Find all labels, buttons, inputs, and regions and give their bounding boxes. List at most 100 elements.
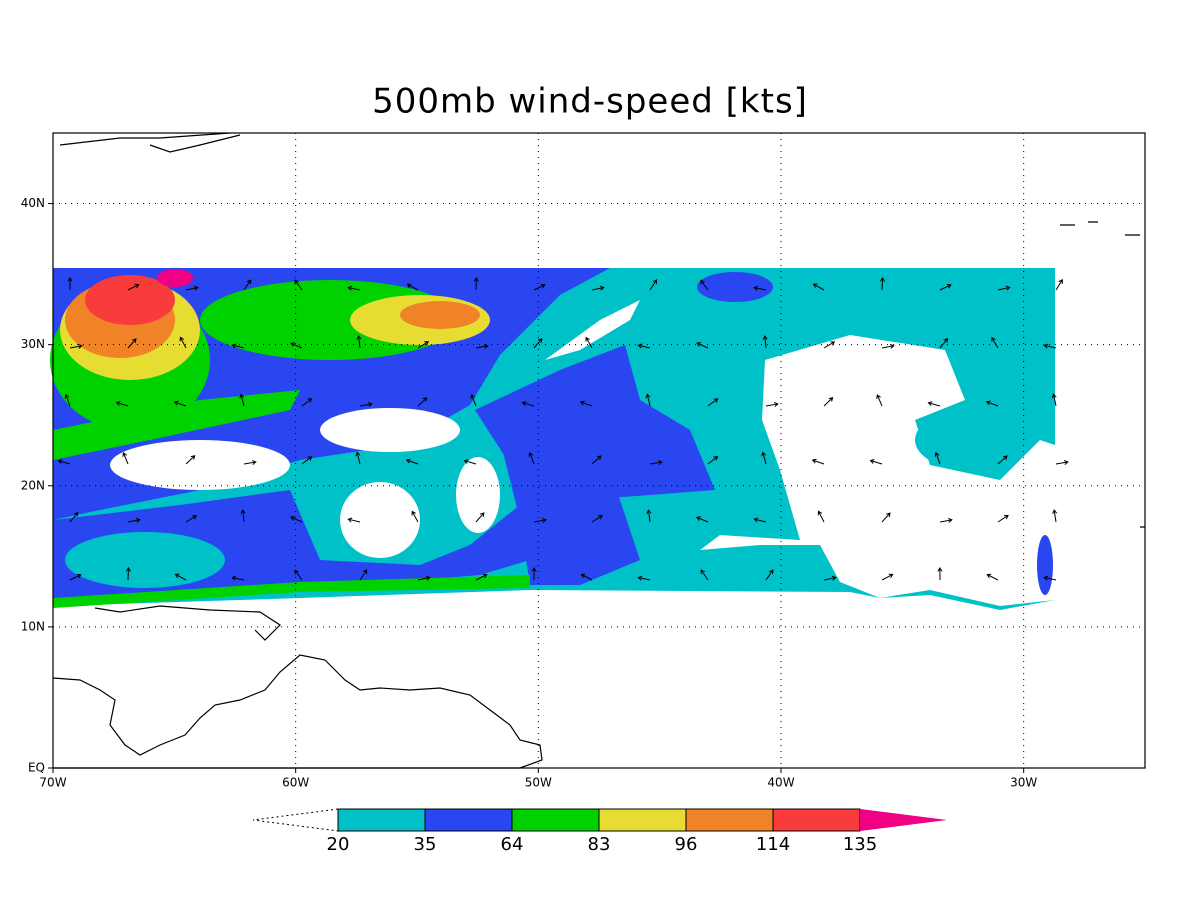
wind-arrow bbox=[934, 451, 941, 465]
wind-arrow bbox=[417, 397, 428, 407]
y-tick-label: EQ bbox=[28, 761, 45, 775]
wind-arrow bbox=[347, 285, 361, 291]
wind-arrow bbox=[991, 336, 999, 349]
wind-arrow bbox=[591, 515, 604, 523]
calm-region bbox=[700, 335, 1055, 606]
x-tick-label: 70W bbox=[39, 776, 66, 790]
colorbar-box bbox=[337, 808, 426, 832]
wind-arrow bbox=[986, 573, 999, 581]
wind-arrow bbox=[817, 510, 825, 523]
colorbar-box bbox=[511, 808, 600, 832]
y-tick-label: 30N bbox=[21, 337, 45, 351]
x-tick-label: 50W bbox=[525, 776, 552, 790]
wind-arrow bbox=[939, 283, 952, 291]
colorbar-label: 96 bbox=[675, 834, 698, 855]
wind-arrow bbox=[649, 279, 658, 291]
wind-arrow bbox=[997, 514, 1009, 523]
wind-arrow bbox=[696, 342, 709, 349]
wind-arrow bbox=[937, 567, 943, 581]
calm-region bbox=[545, 300, 640, 360]
wind-arrow bbox=[823, 575, 837, 581]
wind-arrow bbox=[869, 459, 883, 465]
coastline bbox=[94, 221, 1145, 641]
wind-arrow bbox=[1043, 343, 1057, 349]
wind-arrow bbox=[585, 336, 593, 349]
wind-arrow bbox=[765, 402, 779, 407]
wind-arrow bbox=[997, 285, 1011, 291]
wind-arrow bbox=[301, 398, 313, 407]
wind-arrow bbox=[881, 573, 894, 581]
colorbar-box bbox=[424, 808, 513, 832]
coastlines bbox=[52, 132, 1145, 769]
colorbar-label: 135 bbox=[843, 834, 877, 855]
wind-arrow bbox=[127, 283, 140, 291]
field-region bbox=[85, 275, 175, 325]
wind-arrow bbox=[707, 398, 719, 407]
y-tick-label: 40N bbox=[21, 196, 45, 210]
field-region bbox=[697, 272, 773, 302]
wind-arrow bbox=[67, 277, 73, 291]
wind-arrow bbox=[649, 460, 663, 465]
wind-arrow bbox=[475, 512, 485, 523]
calm-region bbox=[340, 482, 420, 558]
calm-region bbox=[320, 408, 460, 452]
wind-arrow bbox=[696, 516, 709, 523]
wind-arrow bbox=[179, 336, 187, 349]
x-tick-label: 40W bbox=[767, 776, 794, 790]
wind-arrow bbox=[356, 335, 362, 349]
field-region bbox=[915, 410, 1025, 470]
colorbar: 20 35 64 83 96 114 135 bbox=[252, 808, 947, 855]
wind-arrow bbox=[290, 516, 303, 523]
wind-arrow bbox=[355, 451, 361, 465]
colorbar-label: 64 bbox=[501, 834, 524, 855]
wind-arrow bbox=[64, 393, 71, 407]
wind-arrow bbox=[645, 393, 651, 407]
colorbar-label: 20 bbox=[327, 834, 350, 855]
wind-arrow bbox=[528, 451, 535, 465]
wind-arrow bbox=[637, 343, 651, 349]
colorbar-box bbox=[772, 808, 861, 832]
wind-arrow bbox=[823, 396, 834, 407]
colorbar-box bbox=[685, 808, 774, 832]
wind-arrow bbox=[580, 573, 593, 581]
coastline bbox=[52, 654, 543, 769]
wind-arrow bbox=[700, 569, 709, 581]
wind-arrow bbox=[417, 341, 430, 349]
field-region bbox=[65, 532, 225, 588]
wind-arrow bbox=[359, 402, 373, 407]
wind-arrow bbox=[417, 575, 431, 581]
wind-arrow bbox=[125, 567, 131, 581]
colorbar-box bbox=[598, 808, 687, 832]
wind-arrow bbox=[127, 338, 137, 349]
colorbar-label: 114 bbox=[756, 834, 790, 855]
wind-arrow bbox=[762, 335, 768, 349]
wind-arrow bbox=[174, 573, 187, 581]
wind-arrow bbox=[406, 283, 419, 291]
wind-arrow bbox=[243, 460, 257, 465]
wind-arrow bbox=[533, 283, 546, 291]
wind-arrow bbox=[591, 455, 602, 465]
wind-arrow bbox=[985, 400, 999, 407]
wind-arrow bbox=[115, 401, 129, 407]
wind-arrow bbox=[811, 458, 825, 465]
wind-arrow bbox=[1043, 575, 1057, 581]
colorbar-over bbox=[860, 809, 947, 831]
calm-region bbox=[110, 440, 290, 490]
field-region bbox=[500, 440, 640, 585]
wind-arrow bbox=[231, 343, 245, 349]
wind-arrow bbox=[475, 573, 488, 581]
wind-arrow bbox=[521, 401, 535, 407]
wind-arrow bbox=[761, 451, 767, 465]
wind-arrow bbox=[240, 509, 246, 523]
wind-arrow bbox=[473, 277, 479, 291]
wind-arrow bbox=[939, 337, 949, 349]
field-region bbox=[157, 269, 193, 287]
wind-arrow bbox=[173, 400, 187, 407]
wind-arrow bbox=[294, 279, 303, 291]
field-region bbox=[53, 390, 300, 460]
wind-arrow bbox=[1055, 460, 1069, 465]
wind-arrow bbox=[69, 573, 82, 581]
field-region bbox=[53, 575, 530, 608]
map-title: 500mb wind-speed [kts] bbox=[372, 82, 808, 122]
wind-arrow bbox=[463, 459, 477, 465]
